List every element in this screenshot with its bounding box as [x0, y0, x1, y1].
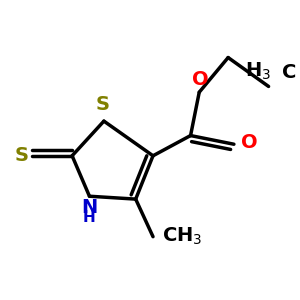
Text: O: O: [241, 133, 258, 152]
Text: S: S: [95, 95, 110, 114]
Text: H: H: [83, 210, 96, 225]
Text: C: C: [282, 63, 296, 82]
Text: N: N: [81, 198, 98, 217]
Text: H$_3$: H$_3$: [245, 61, 272, 82]
Text: O: O: [192, 70, 209, 89]
Text: S: S: [15, 146, 29, 165]
Text: CH$_3$: CH$_3$: [162, 226, 202, 247]
